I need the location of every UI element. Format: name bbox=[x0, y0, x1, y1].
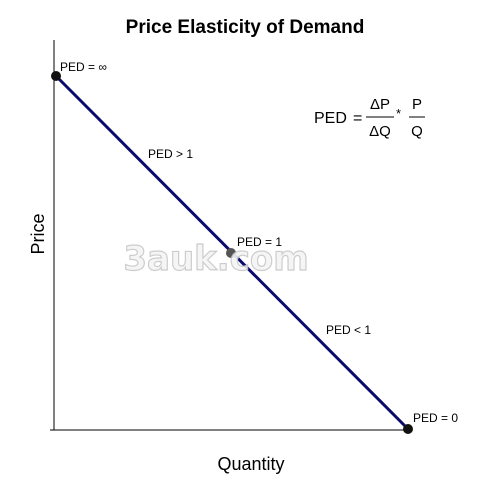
point-ped-zero bbox=[403, 424, 413, 434]
diagram-title: Price Elasticity of Demand bbox=[126, 17, 365, 38]
formula-frac2-denominator: Q bbox=[411, 123, 423, 140]
formula-equals: = bbox=[353, 110, 362, 127]
formula-frac2-numerator: P bbox=[412, 96, 422, 113]
label-ped-elastic: PED > 1 bbox=[148, 147, 193, 161]
formula-frac1-numerator: ΔP bbox=[370, 96, 390, 113]
label-ped-infinite: PED = ∞ bbox=[60, 60, 107, 74]
formula-operator: * bbox=[396, 106, 401, 121]
formula-frac1-denominator: ΔQ bbox=[369, 123, 391, 140]
point-ped-infinite bbox=[51, 71, 61, 81]
ped-formula: PED = ΔP ΔQ * P Q bbox=[314, 96, 425, 140]
point-ped-unit bbox=[226, 248, 236, 258]
label-ped-inelastic: PED < 1 bbox=[326, 323, 371, 337]
label-ped-unit: PED = 1 bbox=[237, 235, 282, 249]
watermark: 3auk.com bbox=[123, 239, 308, 279]
x-axis-label: Quantity bbox=[217, 454, 284, 474]
label-ped-zero: PED = 0 bbox=[413, 411, 458, 425]
formula-lhs: PED bbox=[314, 110, 347, 127]
y-axis-label: Price bbox=[28, 213, 48, 254]
